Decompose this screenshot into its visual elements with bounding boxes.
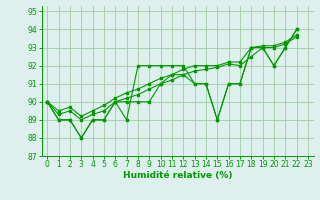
X-axis label: Humidité relative (%): Humidité relative (%): [123, 171, 232, 180]
